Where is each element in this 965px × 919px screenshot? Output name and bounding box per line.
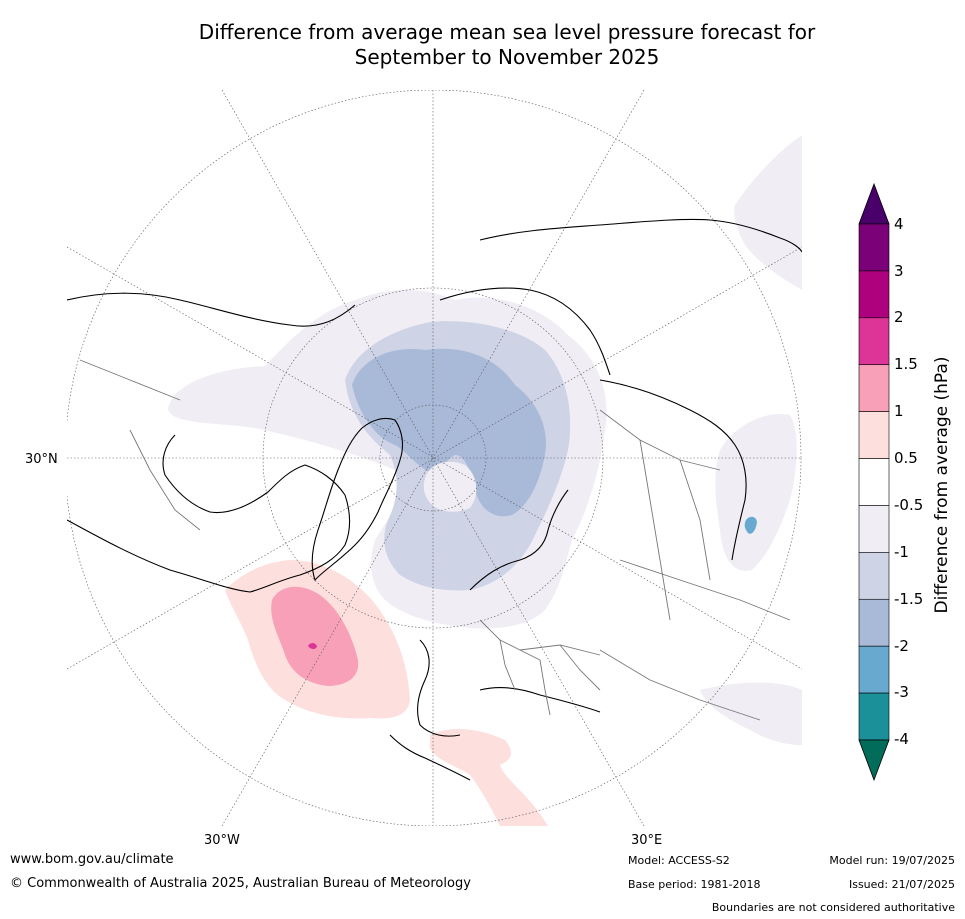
colorbar-label: Difference from average (hPa)	[932, 356, 952, 614]
anomaly-layer	[168, 135, 802, 826]
colorbar-swatch	[858, 458, 890, 506]
anomaly-steel-blue-core	[352, 348, 546, 517]
anomaly-pale-center	[423, 461, 477, 512]
footer-issued: Issued: 21/07/2025	[848, 878, 955, 891]
colorbar-under-arrow	[858, 739, 890, 782]
lat-circle-30	[67, 90, 802, 826]
lon-label-30e: 30°E	[631, 833, 663, 848]
colorbar-swatch	[858, 552, 890, 600]
anomaly-blue-central-asia	[744, 516, 757, 534]
country-borders	[79, 359, 791, 721]
graticule	[67, 90, 802, 826]
colorbar-tick: 3	[894, 262, 904, 280]
anomaly-pale-pink-mediterranean	[430, 728, 548, 826]
footer-disclaimer: Boundaries are not considered authoritat…	[711, 901, 955, 914]
footer-model-run: Model run: 19/07/2025	[829, 854, 955, 867]
lat-label-30n: 30°N	[25, 452, 58, 467]
coastline-asia-east	[599, 379, 747, 561]
colorbar-tick: 1	[894, 402, 904, 420]
colorbar-tick: -1.5	[894, 590, 924, 608]
meridian-30-nw	[221, 90, 645, 826]
colorbar-tick: 1.5	[894, 355, 918, 373]
anomaly-light-lavender-southeast	[700, 682, 802, 745]
borders-north-america	[79, 359, 201, 531]
borders-asia	[599, 409, 791, 721]
colorbar-swatch	[858, 505, 890, 553]
colorbar-swatch	[858, 317, 890, 366]
anomaly-pink-atlantic	[271, 586, 359, 686]
map-area	[67, 90, 802, 826]
meridian-60-b	[67, 246, 802, 670]
colorbar-tick: 0.5	[894, 449, 918, 467]
colorbar-swatch	[858, 223, 890, 272]
colorbar-tick: -4	[894, 730, 909, 748]
map-title: Difference from average mean sea level p…	[0, 20, 965, 70]
footer-website[interactable]: www.bom.gov.au/climate	[10, 852, 174, 867]
colorbar-swatch	[858, 270, 890, 319]
anomaly-magenta-core	[308, 643, 317, 649]
colorbar-swatch	[858, 364, 890, 412]
anomaly-light-lavender-northeast	[734, 135, 802, 290]
map-title-line2: September to November 2025	[354, 45, 660, 69]
coastline-north-america	[67, 292, 356, 593]
colorbar-tick: -2	[894, 637, 909, 655]
lon-label-30w: 30°W	[204, 833, 240, 848]
footer-model: Model: ACCESS-S2	[628, 854, 730, 867]
colorbar-swatch	[858, 411, 890, 459]
colorbar-swatch	[858, 692, 890, 741]
coastline-siberia	[439, 218, 802, 376]
anomaly-light-lavender-central-asia	[715, 414, 797, 571]
colorbar-tick: -1	[894, 543, 909, 561]
colorbar-tick: -0.5	[894, 496, 924, 514]
footer-base-period: Base period: 1981-2018	[628, 878, 761, 891]
coastline-scandinavia-europe	[389, 489, 601, 781]
coastline-greenland	[311, 417, 404, 582]
colorbar-swatch	[858, 598, 890, 647]
colorbar-tick: 4	[894, 215, 904, 233]
colorbar	[858, 182, 890, 782]
colorbar-tick: -3	[894, 683, 909, 701]
footer-copyright: © Commonwealth of Australia 2025, Austra…	[10, 876, 471, 891]
colorbar-swatch	[858, 645, 890, 694]
colorbar-over-arrow	[858, 182, 890, 225]
colorbar-tick: 2	[894, 308, 904, 326]
map-title-line1: Difference from average mean sea level p…	[198, 20, 816, 44]
coastlines	[67, 218, 802, 781]
borders-europe	[479, 619, 601, 716]
